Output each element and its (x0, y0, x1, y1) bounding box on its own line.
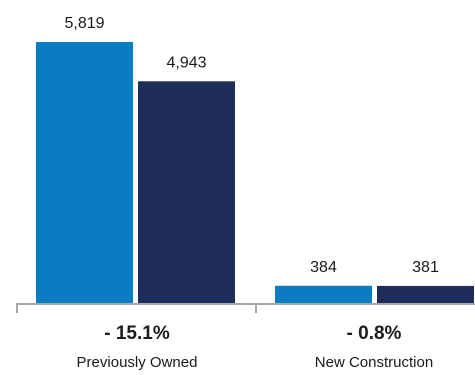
bar-new-construction-a (275, 285, 372, 303)
bar-previously-owned-a (36, 42, 133, 303)
bar-new-construction-b (377, 285, 474, 303)
category-label-new-construction: New Construction (315, 354, 433, 371)
category-label-previously-owned: Previously Owned (77, 354, 198, 371)
value-label-previously-owned-a: 5,819 (64, 15, 104, 32)
bar-previously-owned-b (138, 81, 235, 303)
x-axis (16, 303, 475, 313)
change-label-new-construction: - 0.8% (347, 323, 402, 344)
value-label-new-construction-a: 384 (310, 259, 337, 276)
value-label-new-construction-b: 381 (412, 259, 439, 276)
value-label-previously-owned-b: 4,943 (166, 54, 206, 71)
labels-layer: - 15.1% Previously Owned - 0.8% New Cons… (77, 323, 434, 371)
change-label-previously-owned: - 15.1% (104, 323, 170, 344)
bars-layer: 5,819 4,943 384 381 (36, 15, 474, 303)
